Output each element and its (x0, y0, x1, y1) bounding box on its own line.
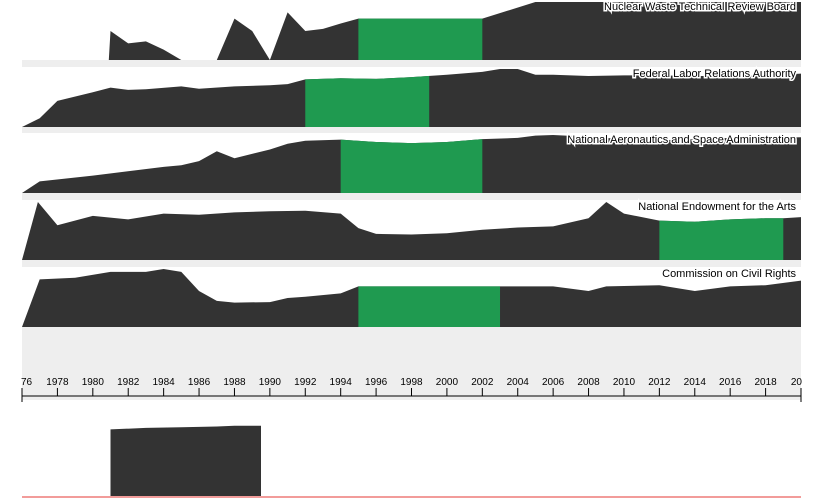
x-tick-label: 1980 (82, 377, 105, 388)
term-highlight (340, 135, 483, 193)
x-tick-label: 1982 (117, 377, 140, 388)
area-series (22, 202, 801, 260)
x-tick-label: 1978 (46, 377, 69, 388)
detail-chart (22, 425, 801, 498)
x-tick-label: 20 (791, 377, 803, 388)
agency-label: Federal Labor Relations Authority (633, 68, 797, 80)
x-tick-label: 1986 (188, 377, 211, 388)
x-tick-label: 2014 (684, 377, 707, 388)
x-axis: 76 1978 1980 1982 1984 1986 1988 1990 1992 1994 19… (21, 377, 802, 402)
panel-3: National Aeronautics and Space Administr… (22, 133, 801, 193)
agency-label: Commission on Civil Rights (662, 268, 796, 280)
x-tick-label: 2008 (577, 377, 600, 388)
x-tick-label: 2002 (471, 377, 494, 388)
x-tick-label: 2004 (507, 377, 530, 388)
panel-4: National Endowment for the Arts (22, 200, 801, 260)
panel-1: Nuclear Waste Technical Review Board (22, 0, 801, 60)
panel-5: Commission on Civil Rights (22, 267, 801, 327)
x-tick-label: 2012 (648, 377, 671, 388)
x-tick-label: 1998 (400, 377, 423, 388)
x-tick-label: 1988 (223, 377, 246, 388)
x-tick-label: 76 (21, 377, 33, 388)
x-tick-label: 2000 (436, 377, 459, 388)
x-tick-label: 2016 (719, 377, 742, 388)
panel-2: Federal Labor Relations Authority (22, 67, 801, 127)
agency-label: National Endowment for the Arts (638, 201, 796, 213)
detail-area (110, 425, 261, 496)
agency-label: National Aeronautics and Space Administr… (567, 134, 796, 146)
x-tick-label: 2006 (542, 377, 565, 388)
agency-label: Nuclear Waste Technical Review Board (604, 1, 796, 13)
x-tick-label: 2010 (613, 377, 636, 388)
x-tick-label: 1992 (294, 377, 317, 388)
x-tick-label: 1994 (330, 377, 353, 388)
x-tick-label: 1990 (259, 377, 282, 388)
x-tick-label: 1984 (153, 377, 176, 388)
x-tick-label: 2018 (754, 377, 777, 388)
x-tick-label: 1996 (365, 377, 388, 388)
